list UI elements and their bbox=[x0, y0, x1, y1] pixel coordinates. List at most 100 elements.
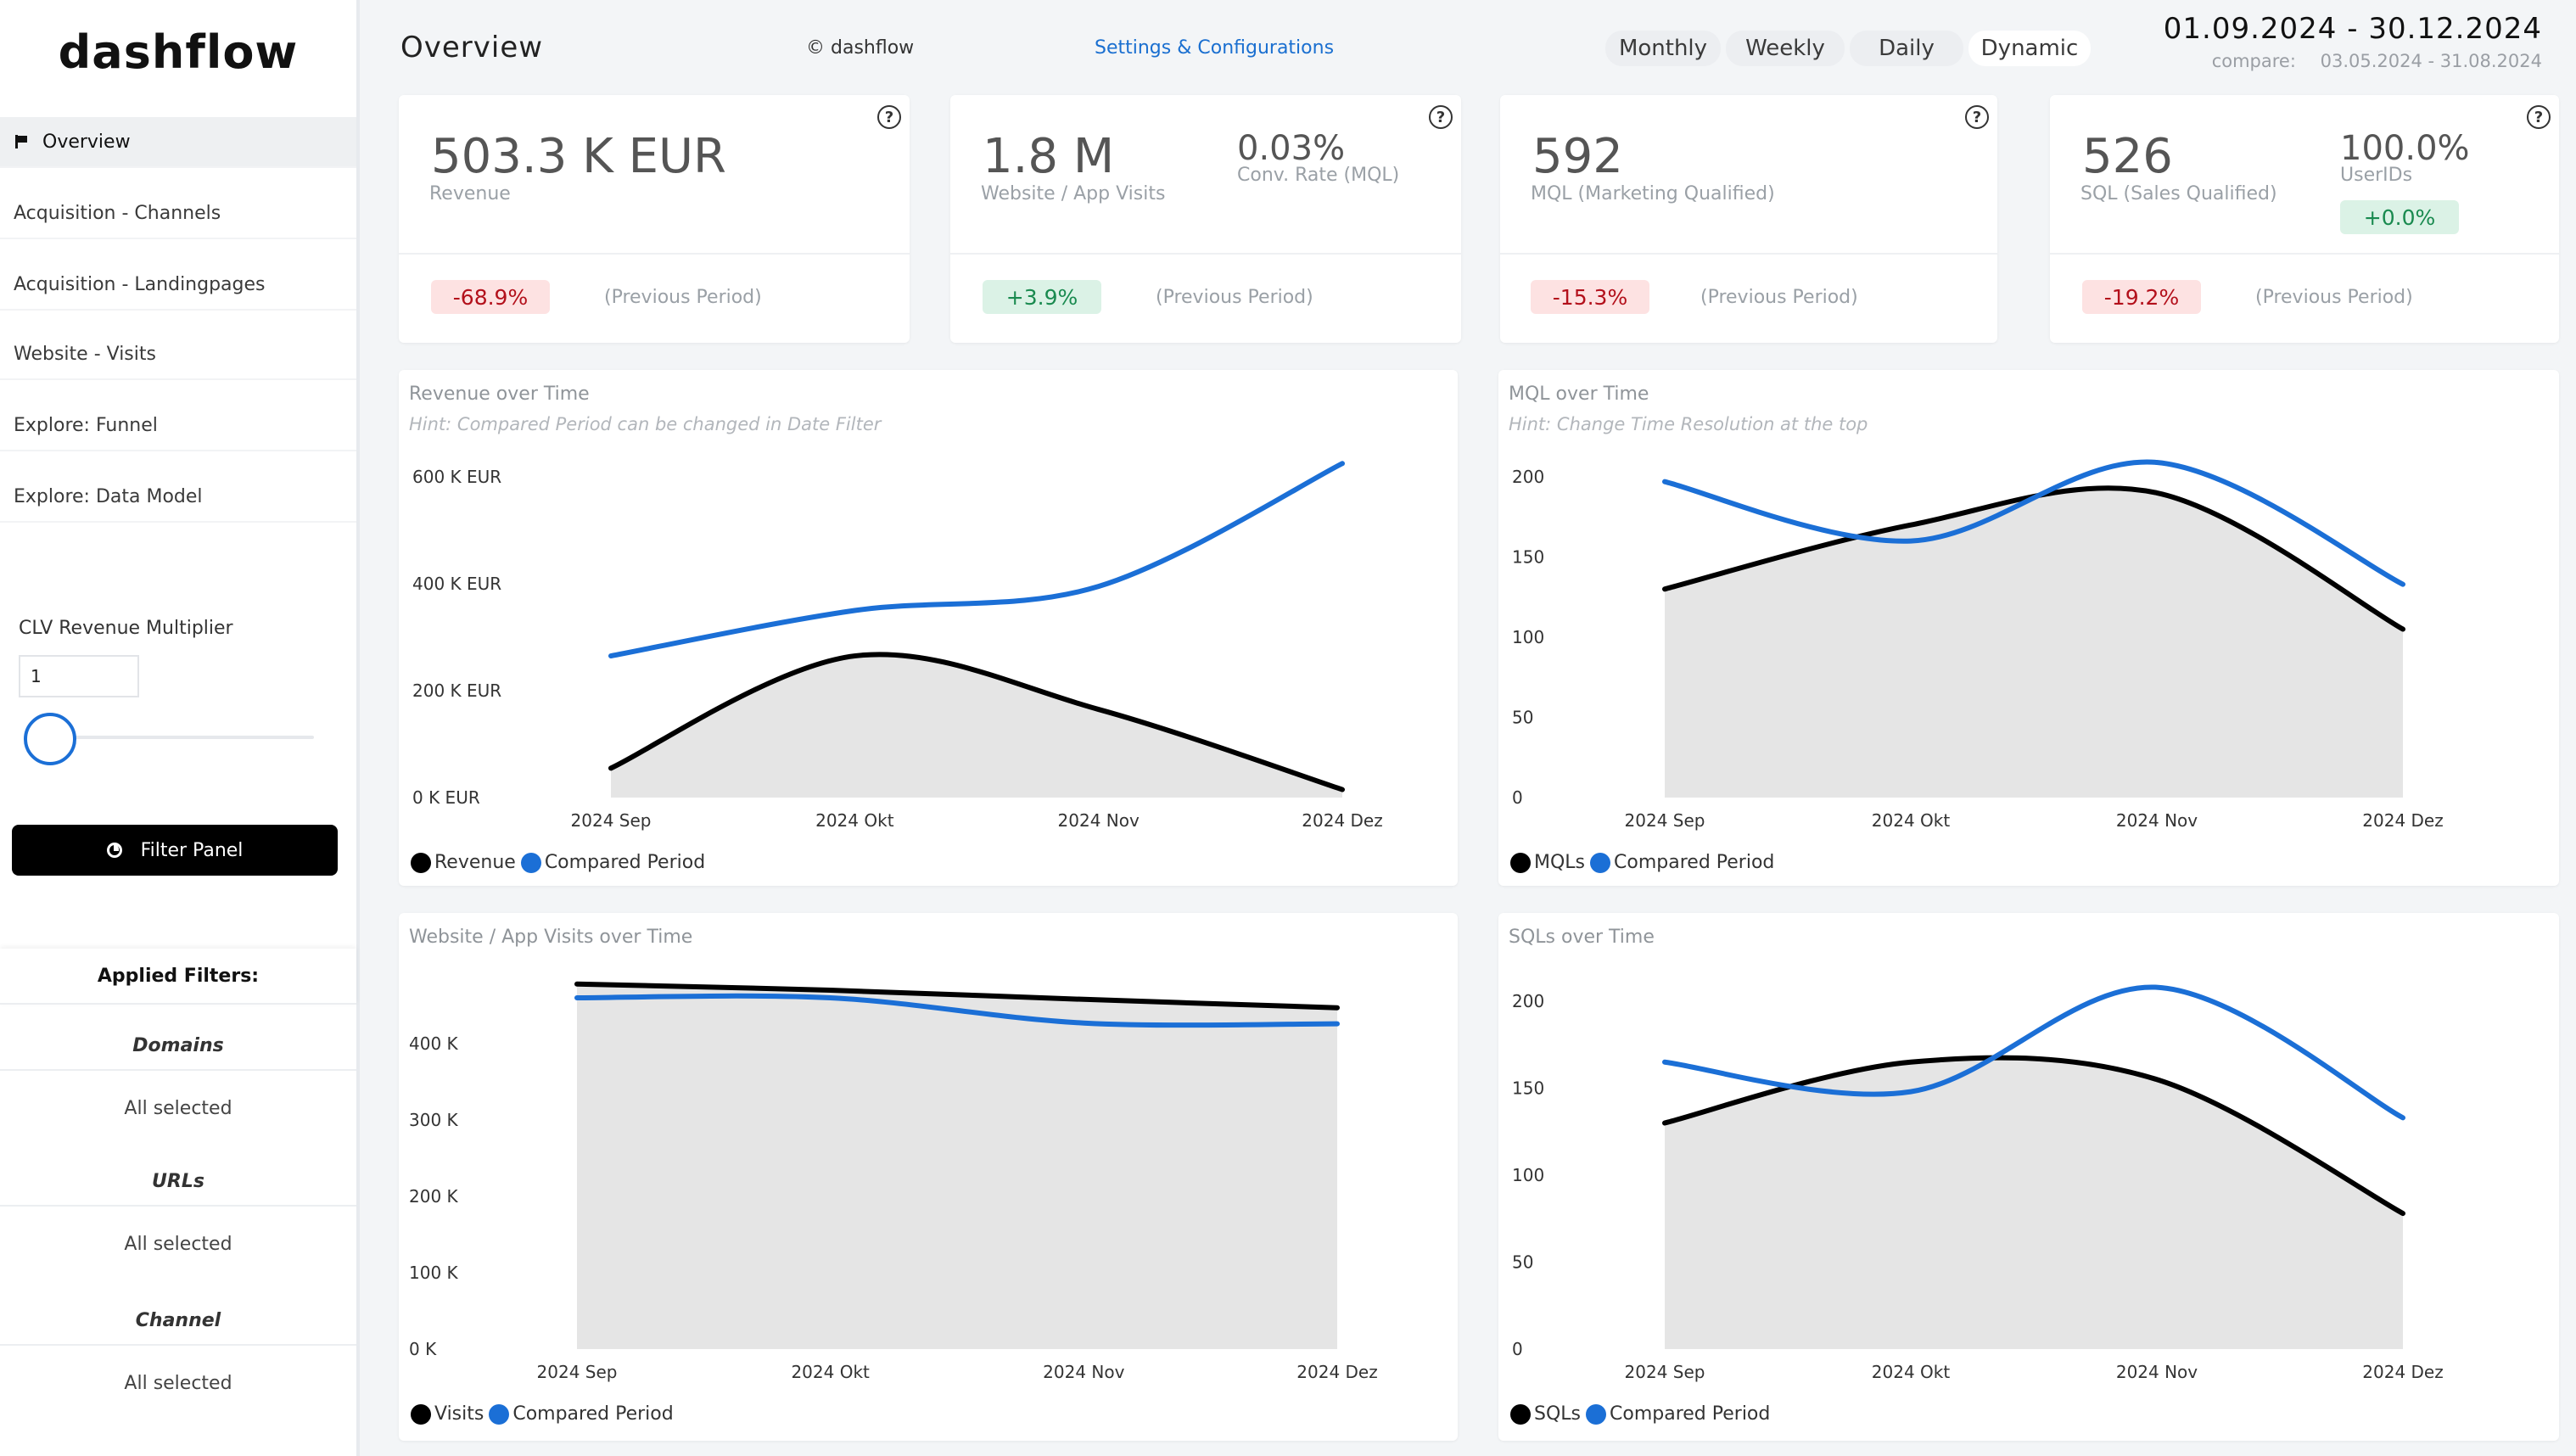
series-line-compared[interactable] bbox=[1662, 459, 2405, 587]
legend-item[interactable]: Compared Period bbox=[1590, 852, 1774, 873]
chart-legend: SQLs Compared Period bbox=[1510, 1403, 1775, 1425]
divider bbox=[2050, 253, 2559, 255]
sidebar-item-label: Explore: Data Model bbox=[14, 485, 203, 507]
series-line-compared[interactable] bbox=[574, 993, 1340, 1028]
x-tick-label: 2024 Nov bbox=[2116, 1362, 2198, 1382]
y-tick-label: 300 K bbox=[409, 1110, 459, 1130]
x-tick-label: 2024 Okt bbox=[1872, 1362, 1951, 1382]
legend-dot bbox=[411, 1403, 431, 1425]
chart-legend: Revenue Compared Period bbox=[411, 852, 710, 873]
chart-hint: Hint: Change Time Resolution at the top bbox=[1509, 414, 1868, 434]
chart-title: MQL over Time bbox=[1509, 384, 1649, 405]
compare-dates: 03.05.2024 - 31.08.2024 bbox=[2320, 51, 2542, 71]
kpi-value: 526 bbox=[2082, 129, 2173, 184]
y-tick-label: 0 bbox=[1512, 1339, 1523, 1359]
sidebar-item-explore-data-model[interactable]: Explore: Data Model bbox=[0, 472, 356, 523]
filter-group-domains: Domains bbox=[132, 1035, 224, 1056]
kpi-prev-label: (Previous Period) bbox=[604, 287, 762, 308]
sidebar-item-website-visits[interactable]: Website - Visits bbox=[0, 329, 356, 380]
filter-value-channel[interactable]: All selected bbox=[124, 1373, 232, 1394]
clv-multiplier-input[interactable] bbox=[19, 655, 139, 697]
chart-hint: Hint: Compared Period can be changed in … bbox=[409, 414, 882, 434]
kpi-secondary-value: 100.0% bbox=[2340, 129, 2470, 168]
legend-item[interactable]: SQLs bbox=[1510, 1403, 1581, 1425]
app-logo: dashflow bbox=[58, 25, 299, 79]
legend-dot bbox=[1586, 1403, 1606, 1425]
legend-item[interactable]: Revenue bbox=[411, 852, 516, 873]
y-tick-label: 200 bbox=[1512, 467, 1544, 487]
y-tick-label: 150 bbox=[1512, 547, 1544, 568]
legend-dot bbox=[411, 852, 431, 873]
x-tick-label: 2024 Sep bbox=[1625, 1362, 1705, 1382]
help-icon[interactable]: ? bbox=[877, 105, 901, 129]
kpi-prev-label: (Previous Period) bbox=[1700, 287, 1858, 308]
date-range[interactable]: 01.09.2024 - 30.12.2024 bbox=[2163, 12, 2542, 46]
x-tick-label: 2024 Sep bbox=[571, 810, 652, 831]
x-tick-label: 2024 Okt bbox=[815, 810, 894, 831]
tab-dynamic[interactable]: Dynamic bbox=[1968, 31, 2091, 66]
kpi-delta-badge: +3.9% bbox=[983, 280, 1101, 314]
filter-value-domains[interactable]: All selected bbox=[124, 1098, 232, 1119]
series-area bbox=[611, 654, 1342, 798]
legend-item[interactable]: Compared Period bbox=[1586, 1403, 1770, 1425]
chart-title: Website / App Visits over Time bbox=[409, 927, 693, 948]
kpi-value: 1.8 M bbox=[983, 129, 1115, 184]
revenue-chart: 0 K EUR 200 K EUR 400 K EUR 600 K EUR 2024 S… bbox=[412, 461, 1383, 831]
clv-slider-track[interactable] bbox=[51, 736, 314, 739]
legend-label: Compared Period bbox=[544, 852, 706, 873]
series-line-compared[interactable] bbox=[608, 461, 1345, 659]
legend-item[interactable]: MQLs bbox=[1510, 852, 1585, 873]
kpi-label: Website / App Visits bbox=[981, 183, 1166, 204]
filter-value-urls[interactable]: All selected bbox=[124, 1234, 232, 1255]
sidebar-item-acquisition-landingpages[interactable]: Acquisition - Landingpages bbox=[0, 260, 356, 311]
sidebar-item-overview[interactable]: Overview bbox=[0, 117, 356, 168]
filter-panel-button[interactable]: Filter Panel bbox=[12, 825, 338, 876]
compare-range[interactable]: compare: 03.05.2024 - 31.08.2024 bbox=[2212, 51, 2542, 71]
sidebar-item-explore-funnel[interactable]: Explore: Funnel bbox=[0, 400, 356, 451]
help-icon[interactable]: ? bbox=[1429, 105, 1453, 129]
legend-label: Compared Period bbox=[1610, 1403, 1771, 1425]
y-tick-label: 400 K EUR bbox=[412, 574, 501, 594]
compare-label: compare: bbox=[2211, 51, 2296, 71]
settings-link[interactable]: Settings & Configurations bbox=[1095, 37, 1335, 59]
kpi-card-mql: ? 592 MQL (Marketing Qualified) -15.3% (… bbox=[1500, 95, 1997, 343]
sqls-chart: 0 50 100 150 200 2024 Sep 2024 Okt 2024 Nov 2024… bbox=[1512, 984, 2444, 1382]
kpi-prev-label: (Previous Period) bbox=[1156, 287, 1313, 308]
filter-group-channel: Channel bbox=[135, 1310, 221, 1331]
help-icon[interactable]: ? bbox=[2527, 105, 2551, 129]
y-tick-label: 150 bbox=[1512, 1078, 1544, 1099]
kpi-value: 592 bbox=[1532, 129, 1623, 184]
series-line-current[interactable] bbox=[1662, 1055, 2405, 1217]
legend-item[interactable]: Visits bbox=[411, 1403, 484, 1425]
x-tick-label: 2024 Sep bbox=[537, 1362, 618, 1382]
sidebar-item-label: Website - Visits bbox=[14, 343, 156, 365]
tab-daily[interactable]: Daily bbox=[1850, 31, 1963, 66]
chart-title: SQLs over Time bbox=[1509, 927, 1655, 948]
legend-dot bbox=[489, 1403, 510, 1425]
series-line-current[interactable] bbox=[608, 652, 1345, 792]
legend-dot bbox=[1590, 852, 1611, 873]
chart-card-mql: 0 50 100 150 200 2024 Sep 2024 Okt 2024 Nov 2024… bbox=[1498, 370, 2559, 886]
visits-chart: 0 K 100 K 200 K 300 K 400 K 2024 Sep 2024 Okt 2… bbox=[409, 981, 1378, 1382]
legend-dot bbox=[520, 852, 541, 873]
legend-label: Visits bbox=[434, 1403, 484, 1425]
series-area bbox=[577, 983, 1337, 1349]
kpi-secondary-value: 0.03% bbox=[1237, 129, 1346, 168]
series-line-current[interactable] bbox=[574, 981, 1340, 1011]
y-tick-label: 400 K bbox=[409, 1033, 459, 1054]
clv-slider-handle[interactable] bbox=[24, 713, 76, 765]
y-tick-label: 200 bbox=[1512, 991, 1544, 1011]
tab-monthly[interactable]: Monthly bbox=[1605, 31, 1721, 66]
mql-chart: 0 50 100 150 200 2024 Sep 2024 Okt 2024 Nov 2024… bbox=[1512, 459, 2444, 831]
x-tick-label: 2024 Dez bbox=[1296, 1362, 1377, 1382]
legend-item[interactable]: Compared Period bbox=[520, 852, 706, 873]
legend-item[interactable]: Compared Period bbox=[489, 1403, 674, 1425]
help-icon[interactable]: ? bbox=[1965, 105, 1989, 129]
legend-dot bbox=[1510, 852, 1531, 873]
sidebar-item-acquisition-channels[interactable]: Acquisition - Channels bbox=[0, 188, 356, 239]
kpi-label: MQL (Marketing Qualified) bbox=[1531, 183, 1775, 204]
chart-card-visits: 0 K 100 K 200 K 300 K 400 K 2024 Sep 2024 Okt 2… bbox=[399, 913, 1458, 1441]
tab-weekly[interactable]: Weekly bbox=[1726, 31, 1845, 66]
legend-label: Compared Period bbox=[512, 1403, 674, 1425]
series-line-compared[interactable] bbox=[1662, 984, 2405, 1121]
